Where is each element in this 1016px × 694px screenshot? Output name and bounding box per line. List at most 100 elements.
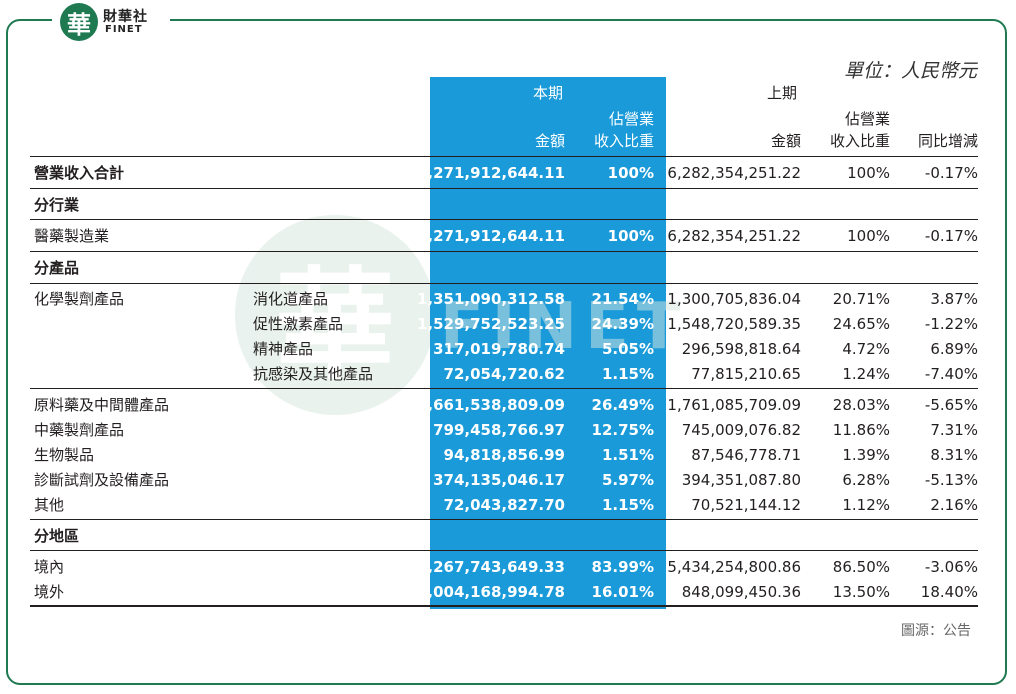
cell-pamt: 1,300,705,836.04 bbox=[667, 290, 801, 308]
cell-label: 診斷試劑及設備產品 bbox=[34, 471, 170, 489]
logo-name-cn: 財華社 bbox=[103, 9, 148, 25]
table-divider bbox=[30, 251, 978, 252]
header-prior-amount: 金額 bbox=[770, 132, 801, 150]
cell-pamt: 70,521,144.12 bbox=[691, 496, 801, 514]
table-row: 化學製劑產品 消化道產品 1,351,090,312.58 21.54% 1,300,7… bbox=[0, 287, 1016, 311]
cell-amt: 1,529,752,523.25 bbox=[416, 315, 565, 333]
cell-amt: 1,004,168,994.78 bbox=[416, 583, 565, 601]
cell-pamt: 848,099,450.36 bbox=[681, 583, 801, 601]
cell-label: 境外 bbox=[34, 583, 65, 601]
cell-amt: 1,661,538,809.09 bbox=[416, 396, 565, 414]
cell-pct: 1.51% bbox=[601, 446, 654, 464]
cell-pct: 5.05% bbox=[601, 340, 654, 358]
cell-pct: 1.15% bbox=[601, 496, 654, 514]
logo-name-en: FINET bbox=[105, 24, 143, 35]
source-caption: 圖源：公告 bbox=[901, 623, 971, 639]
cell-yoy: -5.65% bbox=[924, 396, 978, 414]
cell-label: 中藥製劑產品 bbox=[34, 421, 125, 439]
table-row: 分行業 bbox=[0, 193, 1016, 217]
table-divider bbox=[30, 219, 978, 220]
header-current-period: 本期 bbox=[532, 84, 563, 102]
cell-ppct: 28.03% bbox=[832, 396, 890, 414]
cell-pct: 1.15% bbox=[601, 365, 654, 383]
cell-pct: 16.01% bbox=[591, 583, 654, 601]
watermark-text: FINET bbox=[440, 290, 689, 364]
table-row: 精神產品 317,019,780.74 5.05% 296,598,818.64 4.7… bbox=[0, 337, 1016, 361]
cell-amt: 6,271,912,644.11 bbox=[416, 227, 565, 245]
table-row: 抗感染及其他產品 72,054,720.62 1.15% 77,815,210.65 1… bbox=[0, 362, 1016, 386]
table-divider bbox=[30, 388, 978, 389]
cell-amt: 94,818,856.99 bbox=[443, 446, 565, 464]
cell-ppct: 20.71% bbox=[832, 290, 890, 308]
cell-ppct: 86.50% bbox=[832, 558, 890, 576]
table-divider bbox=[30, 519, 978, 520]
cell-amt: 1,351,090,312.58 bbox=[416, 290, 565, 308]
table-bottom-rule bbox=[30, 605, 978, 607]
cell-ppct: 13.50% bbox=[832, 583, 890, 601]
table-row: 其他 72,043,827.70 1.15% 70,521,144.12 1.12% 2.… bbox=[0, 493, 1016, 517]
table-row: 境內 5,267,743,649.33 83.99% 5,434,254,800.86… bbox=[0, 555, 1016, 579]
cell-sub: 抗感染及其他產品 bbox=[253, 365, 374, 383]
table-row: 促性激素產品 1,529,752,523.25 24.39% 1,548,720,58… bbox=[0, 312, 1016, 336]
current-period-highlight bbox=[430, 77, 666, 609]
cell-label: 營業收入合計 bbox=[34, 164, 125, 182]
cell-sub: 消化道產品 bbox=[253, 290, 329, 308]
table-row: 中藥製劑產品 799,458,766.97 12.75% 745,009,076.82… bbox=[0, 418, 1016, 442]
cell-amt: 374,135,046.17 bbox=[433, 471, 565, 489]
header-current-amount: 金額 bbox=[534, 132, 565, 150]
cell-pamt: 87,546,778.71 bbox=[691, 446, 801, 464]
header-current-ratio-1: 佔營業 bbox=[608, 110, 654, 128]
table-row: 生物製品 94,818,856.99 1.51% 87,546,778.71 1.39%… bbox=[0, 443, 1016, 467]
cell-yoy: -7.40% bbox=[924, 365, 978, 383]
table-row: 境外 1,004,168,994.78 16.01% 848,099,450.36 13… bbox=[0, 580, 1016, 604]
table-row: 原料藥及中間體產品 1,661,538,809.09 26.49% 1,761,085… bbox=[0, 393, 1016, 417]
cell-ppct: 11.86% bbox=[832, 421, 890, 439]
cell-yoy: -0.17% bbox=[924, 164, 978, 182]
cell-ppct: 100% bbox=[847, 164, 890, 182]
cell-pct: 83.99% bbox=[591, 558, 654, 576]
header-current-ratio-2: 收入比重 bbox=[593, 132, 654, 150]
cell-label: 分行業 bbox=[34, 196, 80, 214]
table-row: 分地區 bbox=[0, 524, 1016, 548]
cell-ppct: 1.39% bbox=[842, 446, 890, 464]
cell-label: 境內 bbox=[34, 558, 65, 576]
cell-pamt: 745,009,076.82 bbox=[681, 421, 801, 439]
cell-pamt: 1,548,720,589.35 bbox=[667, 315, 801, 333]
table-divider bbox=[30, 188, 978, 189]
cell-ppct: 4.72% bbox=[842, 340, 890, 358]
cell-pct: 100% bbox=[607, 164, 654, 182]
finet-logo-mark: 華 bbox=[60, 3, 98, 41]
cell-pct: 21.54% bbox=[591, 290, 654, 308]
cell-ppct: 1.24% bbox=[842, 365, 890, 383]
table-row: 醫藥製造業 6,271,912,644.11 100% 6,282,354,251.2… bbox=[0, 224, 1016, 248]
cell-label: 原料藥及中間體產品 bbox=[34, 396, 170, 414]
cell-sub: 精神產品 bbox=[253, 340, 314, 358]
cell-pamt: 6,282,354,251.22 bbox=[667, 164, 801, 182]
cell-pamt: 394,351,087.80 bbox=[681, 471, 801, 489]
cell-label: 其他 bbox=[34, 496, 65, 514]
cell-yoy: -5.13% bbox=[924, 471, 978, 489]
cell-label: 分產品 bbox=[34, 259, 80, 277]
table-divider bbox=[30, 156, 978, 157]
cell-amt: 317,019,780.74 bbox=[433, 340, 565, 358]
cell-pct: 5.97% bbox=[601, 471, 654, 489]
cell-amt: 6,271,912,644.11 bbox=[416, 164, 565, 182]
cell-pct: 12.75% bbox=[591, 421, 654, 439]
card-frame bbox=[6, 19, 1007, 685]
watermark-logo: 華 bbox=[235, 215, 435, 415]
cell-ppct: 24.65% bbox=[832, 315, 890, 333]
cell-amt: 799,458,766.97 bbox=[433, 421, 565, 439]
cell-label: 醫藥製造業 bbox=[34, 227, 110, 245]
cell-pamt: 296,598,818.64 bbox=[681, 340, 801, 358]
cell-pamt: 77,815,210.65 bbox=[691, 365, 801, 383]
cell-amt: 72,043,827.70 bbox=[443, 496, 565, 514]
header-prior-ratio-2: 收入比重 bbox=[829, 132, 890, 150]
cell-pct: 26.49% bbox=[591, 396, 654, 414]
cell-yoy: 2.16% bbox=[930, 496, 978, 514]
cell-yoy: -0.17% bbox=[924, 227, 978, 245]
cell-pct: 24.39% bbox=[591, 315, 654, 333]
header-prior-ratio-1: 佔營業 bbox=[844, 110, 890, 128]
table-divider bbox=[30, 550, 978, 551]
cell-label: 分地區 bbox=[34, 527, 80, 545]
cell-yoy: -1.22% bbox=[924, 315, 978, 333]
